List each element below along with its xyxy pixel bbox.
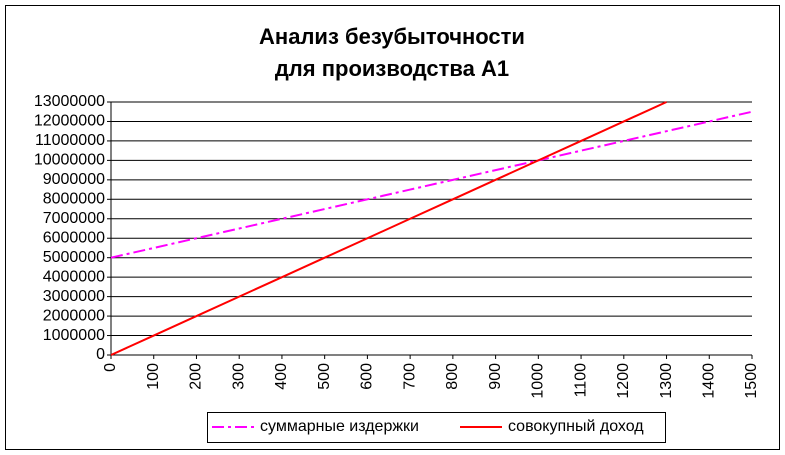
y-tick-label: 4000000 <box>43 268 105 285</box>
legend-label: совокупный доход <box>508 418 644 435</box>
y-tick-label: 7000000 <box>43 210 105 227</box>
x-tick-label: 1200 <box>615 363 632 399</box>
y-tick-label: 1000000 <box>43 327 105 344</box>
x-tick-label: 100 <box>145 363 162 390</box>
x-tick-label: 1000 <box>530 363 547 399</box>
series-line <box>110 110 753 259</box>
y-tick-label: 9000000 <box>43 171 105 188</box>
y-tick-label: 11000000 <box>35 132 105 149</box>
x-tick-label: 1500 <box>743 363 760 399</box>
x-tick-label: 800 <box>444 363 461 390</box>
y-tick-label: 10000000 <box>34 152 105 169</box>
legend-label: суммарные издержки <box>260 418 419 435</box>
y-tick-label: 3000000 <box>43 288 105 305</box>
x-tick-label: 500 <box>316 363 333 390</box>
y-tick-label: 12000000 <box>34 113 105 130</box>
x-tick-label: 1300 <box>658 363 675 399</box>
y-tick-label: 0 <box>96 346 105 363</box>
chart-title: Анализ безубыточности <box>259 24 525 49</box>
chart-title: для производства А1 <box>275 56 509 81</box>
x-tick-label: 700 <box>401 363 418 390</box>
x-tick-label: 1100 <box>572 363 589 398</box>
x-tick-label: 400 <box>273 363 290 390</box>
x-tick-label: 200 <box>188 363 205 390</box>
series-line <box>110 101 667 356</box>
y-tick-label: 6000000 <box>43 229 105 246</box>
x-tick-label: 900 <box>487 363 504 390</box>
x-tick-label: 300 <box>230 363 247 390</box>
y-tick-label: 13000000 <box>34 93 105 110</box>
y-tick-label: 5000000 <box>43 249 105 266</box>
x-tick-label: 1400 <box>700 363 717 399</box>
y-tick-label: 2000000 <box>43 307 105 324</box>
x-tick-label: 0 <box>102 363 119 372</box>
legend-box <box>207 412 666 443</box>
x-tick-label: 600 <box>359 363 376 390</box>
y-tick-label: 8000000 <box>43 191 105 208</box>
